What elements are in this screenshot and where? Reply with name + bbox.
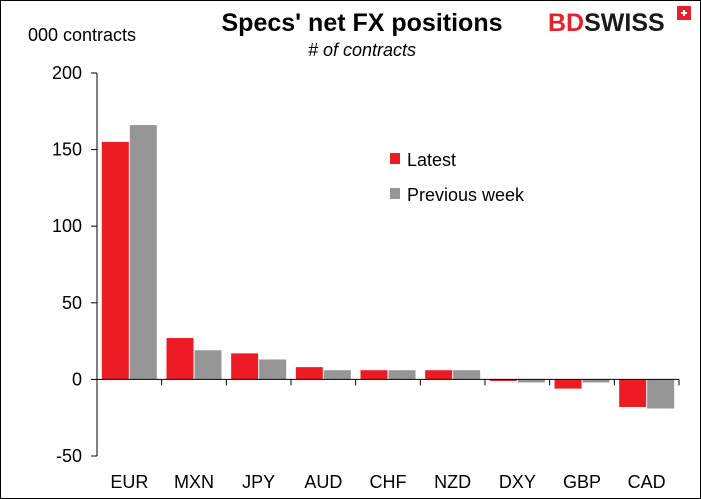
bar-previous-week-nzd (453, 370, 481, 380)
bar-previous-week-eur (129, 125, 157, 380)
y-tick-label: 50 (62, 293, 82, 313)
chart-subtitle: # of contracts (308, 40, 416, 60)
y-axis-unit: 000 contracts (28, 25, 136, 45)
bar-previous-week-mxn (194, 350, 222, 380)
legend-swatch-previous-week (390, 188, 400, 199)
bar-latest-aud (295, 367, 323, 380)
bar-latest-dxy (489, 379, 517, 381)
x-tick-label: NZD (434, 472, 471, 492)
plot-area: -50 0 50 100 150 200 EUR MXN JPY AUD CHF NZD DXY GBP C… (52, 63, 680, 492)
y-tick-label: 150 (52, 140, 82, 160)
legend-label: Latest (407, 150, 456, 170)
y-tick-label: 200 (52, 63, 82, 83)
bar-latest-nzd (425, 370, 453, 380)
bar-latest-jpy (231, 353, 259, 380)
logo-cross-icon (681, 10, 687, 16)
chart-title: Specs' net FX positions (222, 9, 503, 37)
x-tick-label: EUR (110, 472, 148, 492)
bar-latest-mxn (166, 338, 194, 380)
bar-previous-week-cad (647, 379, 675, 409)
bar-previous-week-jpy (259, 359, 287, 380)
logo-swiss-text: SWISS (584, 9, 665, 37)
bar-latest-chf (360, 370, 388, 380)
x-tick-label: CHF (370, 472, 407, 492)
svg-text:BDSWISS: BDSWISS (548, 9, 665, 37)
legend: Latest Previous week (390, 150, 525, 205)
bar-latest-eur (101, 141, 129, 380)
x-tick-label: MXN (174, 472, 214, 492)
bar-previous-week-dxy (517, 379, 545, 383)
y-tick-label: 0 (72, 369, 82, 389)
brand-logo: BDSWISS (548, 6, 691, 37)
bar-latest-gbp (554, 379, 582, 389)
bar-latest-cad (619, 379, 647, 407)
logo-bd-text: BD (548, 9, 584, 37)
x-tick-label: AUD (304, 472, 342, 492)
x-tick-label: DXY (499, 472, 536, 492)
bar-previous-week-gbp (582, 379, 610, 383)
x-tick-label: JPY (242, 472, 275, 492)
x-tick-label: CAD (628, 472, 666, 492)
y-tick-label: -50 (56, 446, 82, 466)
x-tick-label: GBP (563, 472, 601, 492)
bar-previous-week-chf (388, 370, 416, 380)
bar-previous-week-aud (323, 370, 351, 380)
y-tick-label: 100 (52, 216, 82, 236)
legend-label: Previous week (407, 185, 525, 205)
legend-swatch-latest (390, 153, 400, 164)
